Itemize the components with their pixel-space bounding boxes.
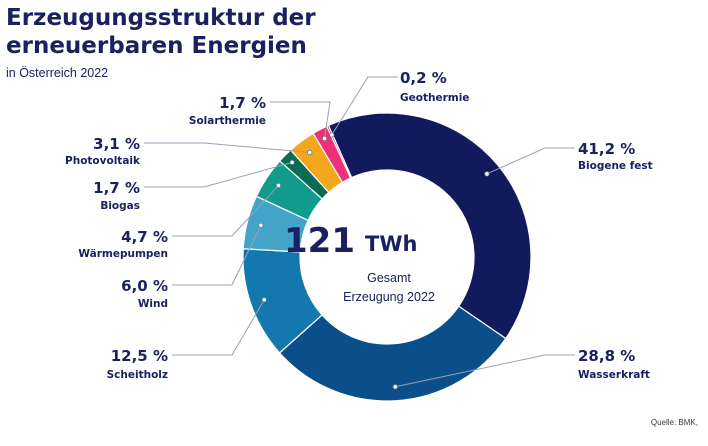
leader-line-9 bbox=[331, 76, 398, 136]
donut-slice-1 bbox=[327, 112, 532, 340]
leader-line-7 bbox=[144, 142, 310, 153]
chart-subtitle: in Österreich 2022 bbox=[6, 66, 109, 80]
center-value: 121 bbox=[284, 221, 355, 261]
leader-line-5 bbox=[172, 185, 279, 237]
slice-value-label-9: 0,2 % bbox=[400, 69, 447, 87]
title-line-2: erneuerbaren Energien bbox=[6, 33, 307, 59]
leader-dot-6 bbox=[289, 159, 295, 165]
center-unit: TWh bbox=[365, 232, 417, 256]
leader-dot-5 bbox=[275, 182, 282, 189]
donut-slice-9 bbox=[325, 124, 353, 179]
slice-value-label-2: 28,8 % bbox=[578, 347, 635, 365]
slice-value-label-4: 6,0 % bbox=[121, 277, 168, 295]
leader-dot-7 bbox=[307, 149, 313, 156]
source-note: Quelle: BMK, bbox=[650, 418, 698, 427]
slice-value-label-8: 1,7 % bbox=[219, 94, 266, 112]
slice-name-label-2: Wasserkraft bbox=[578, 369, 650, 381]
leader-line-1 bbox=[486, 147, 575, 175]
slice-value-label-3: 12,5 % bbox=[111, 347, 168, 365]
leader-dot-1 bbox=[484, 171, 490, 177]
slice-name-label-8: Solarthermie bbox=[189, 115, 266, 127]
slice-name-label-7: Photovoltaik bbox=[65, 155, 141, 167]
slice-name-label-5: Wärmepumpen bbox=[78, 248, 168, 260]
slice-name-label-3: Scheitholz bbox=[107, 369, 168, 381]
leader-line-8 bbox=[270, 101, 331, 139]
slice-name-label-1: Biogene fest bbox=[578, 160, 653, 172]
title-line-1: Erzeugungsstruktur der bbox=[6, 5, 316, 31]
donut-slices bbox=[242, 112, 532, 402]
center-label-line-1: Gesamt bbox=[367, 271, 411, 285]
slice-name-label-4: Wind bbox=[138, 298, 168, 310]
chart-title: Erzeugungsstruktur der erneuerbaren Ener… bbox=[6, 4, 426, 60]
slice-name-label-6: Biogas bbox=[100, 200, 140, 212]
slice-value-label-7: 3,1 % bbox=[93, 135, 140, 153]
slice-labels: 41,2 % Biogene fest 28,8 % Wasserkraft 12,5 … bbox=[65, 69, 653, 381]
center-label: 121 TWh Gesamt Erzeugung 2022 bbox=[284, 221, 435, 304]
leader-dot-9 bbox=[329, 132, 335, 138]
leader-line-4 bbox=[172, 225, 262, 286]
leader-lines bbox=[144, 76, 575, 390]
leader-dot-8 bbox=[321, 135, 328, 142]
slice-value-label-6: 1,7 % bbox=[93, 179, 140, 197]
leader-dot-3 bbox=[261, 297, 267, 303]
leader-dot-4 bbox=[258, 222, 264, 228]
slice-value-label-5: 4,7 % bbox=[121, 228, 168, 246]
leader-dot-2 bbox=[392, 384, 398, 390]
slice-value-label-1: 41,2 % bbox=[578, 140, 635, 158]
leader-line-2 bbox=[395, 354, 575, 388]
donut-slice-2 bbox=[278, 305, 507, 402]
center-label-line-2: Erzeugung 2022 bbox=[343, 290, 435, 304]
leader-line-6 bbox=[144, 161, 293, 188]
leader-line-3 bbox=[172, 299, 265, 356]
slice-name-label-9: Geothermie bbox=[400, 92, 469, 104]
